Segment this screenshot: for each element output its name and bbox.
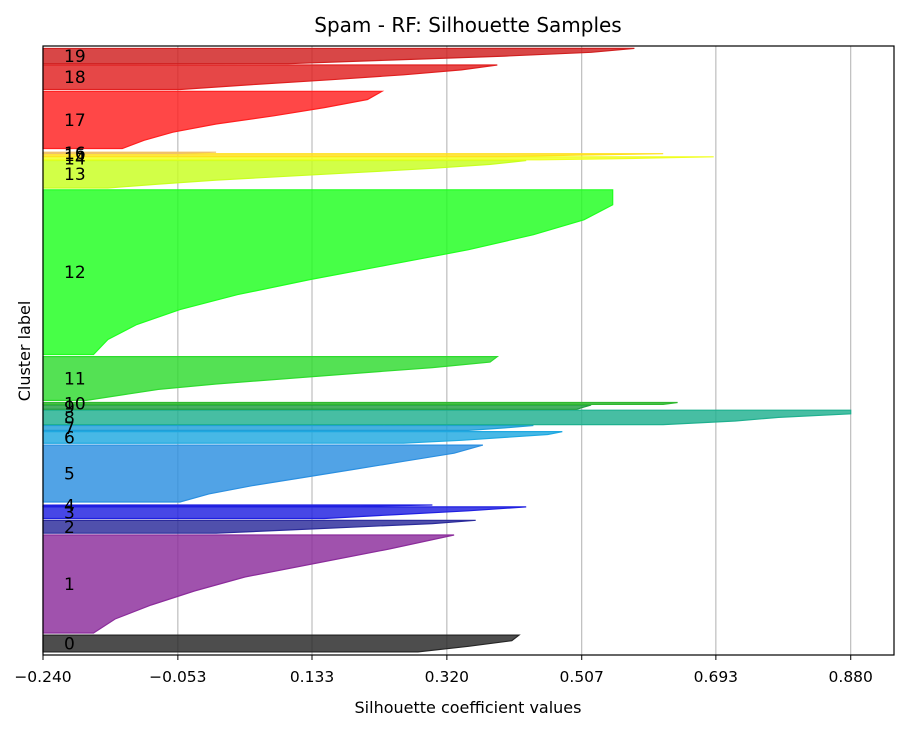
cluster-12-silhouette [42,189,614,356]
cluster-4-silhouette [42,504,433,507]
cluster-label-9: 9 [64,398,75,418]
cluster-3-silhouette [42,506,527,520]
cluster-label-16: 16 [64,144,86,164]
cluster-label-1: 1 [64,575,75,595]
cluster-15-silhouette [42,153,664,158]
cluster-label-2: 2 [64,518,75,538]
x-tick-label: 0.320 [425,668,469,686]
cluster-silhouettes [42,47,852,653]
x-tick-label: 0.507 [560,668,604,686]
cluster-9-silhouette [42,404,592,410]
cluster-13-silhouette [42,159,527,189]
cluster-8-silhouette [42,409,852,426]
cluster-0-silhouette [42,634,521,653]
x-tick-label: 0.693 [694,668,738,686]
cluster-label-3: 3 [64,504,75,524]
cluster-label-10: 10 [64,394,86,414]
cluster-19-silhouette [42,47,635,65]
cluster-label-18: 18 [64,68,86,88]
x-tick-label: −0.240 [14,668,71,686]
cluster-5-silhouette [42,444,484,503]
cluster-2-silhouette [42,519,476,534]
cluster-label-4: 4 [64,497,75,517]
cluster-10-silhouette [42,401,678,406]
cluster-label-8: 8 [64,408,75,428]
x-tick-label: −0.053 [149,668,206,686]
cluster-label-0: 0 [64,635,75,655]
x-tick-label: 0.133 [290,668,334,686]
cluster-1-silhouette [42,534,455,634]
cluster-6-silhouette [42,430,563,444]
x-ticks: −0.240 −0.053 0.133 0.320 0.507 0.693 0.880 [14,655,873,686]
cluster-7-silhouette [42,424,534,432]
cluster-label-15: 15 [64,146,86,166]
plot-frame [42,45,895,656]
cluster-label-14: 14 [64,149,86,169]
cluster-14-silhouette [42,156,714,161]
x-axis-label: Silhouette coefficient values [355,698,582,717]
cluster-label-19: 19 [64,47,86,67]
cluster-label-17: 17 [64,111,86,131]
cluster-label-6: 6 [64,428,75,448]
cluster-18-silhouette [42,64,498,91]
cluster-11-silhouette [42,355,500,402]
y-axis-label: Cluster label [15,301,34,402]
cluster-label-7: 7 [64,419,75,439]
cluster-label-11: 11 [64,370,86,390]
cluster-17-silhouette [42,90,385,150]
chart-title: Spam - RF: Silhouette Samples [314,13,621,37]
cluster-label-13: 13 [64,165,86,185]
cluster-label-5: 5 [64,465,75,485]
cluster-label-12: 12 [64,263,86,283]
x-tick-label: 0.880 [829,668,873,686]
